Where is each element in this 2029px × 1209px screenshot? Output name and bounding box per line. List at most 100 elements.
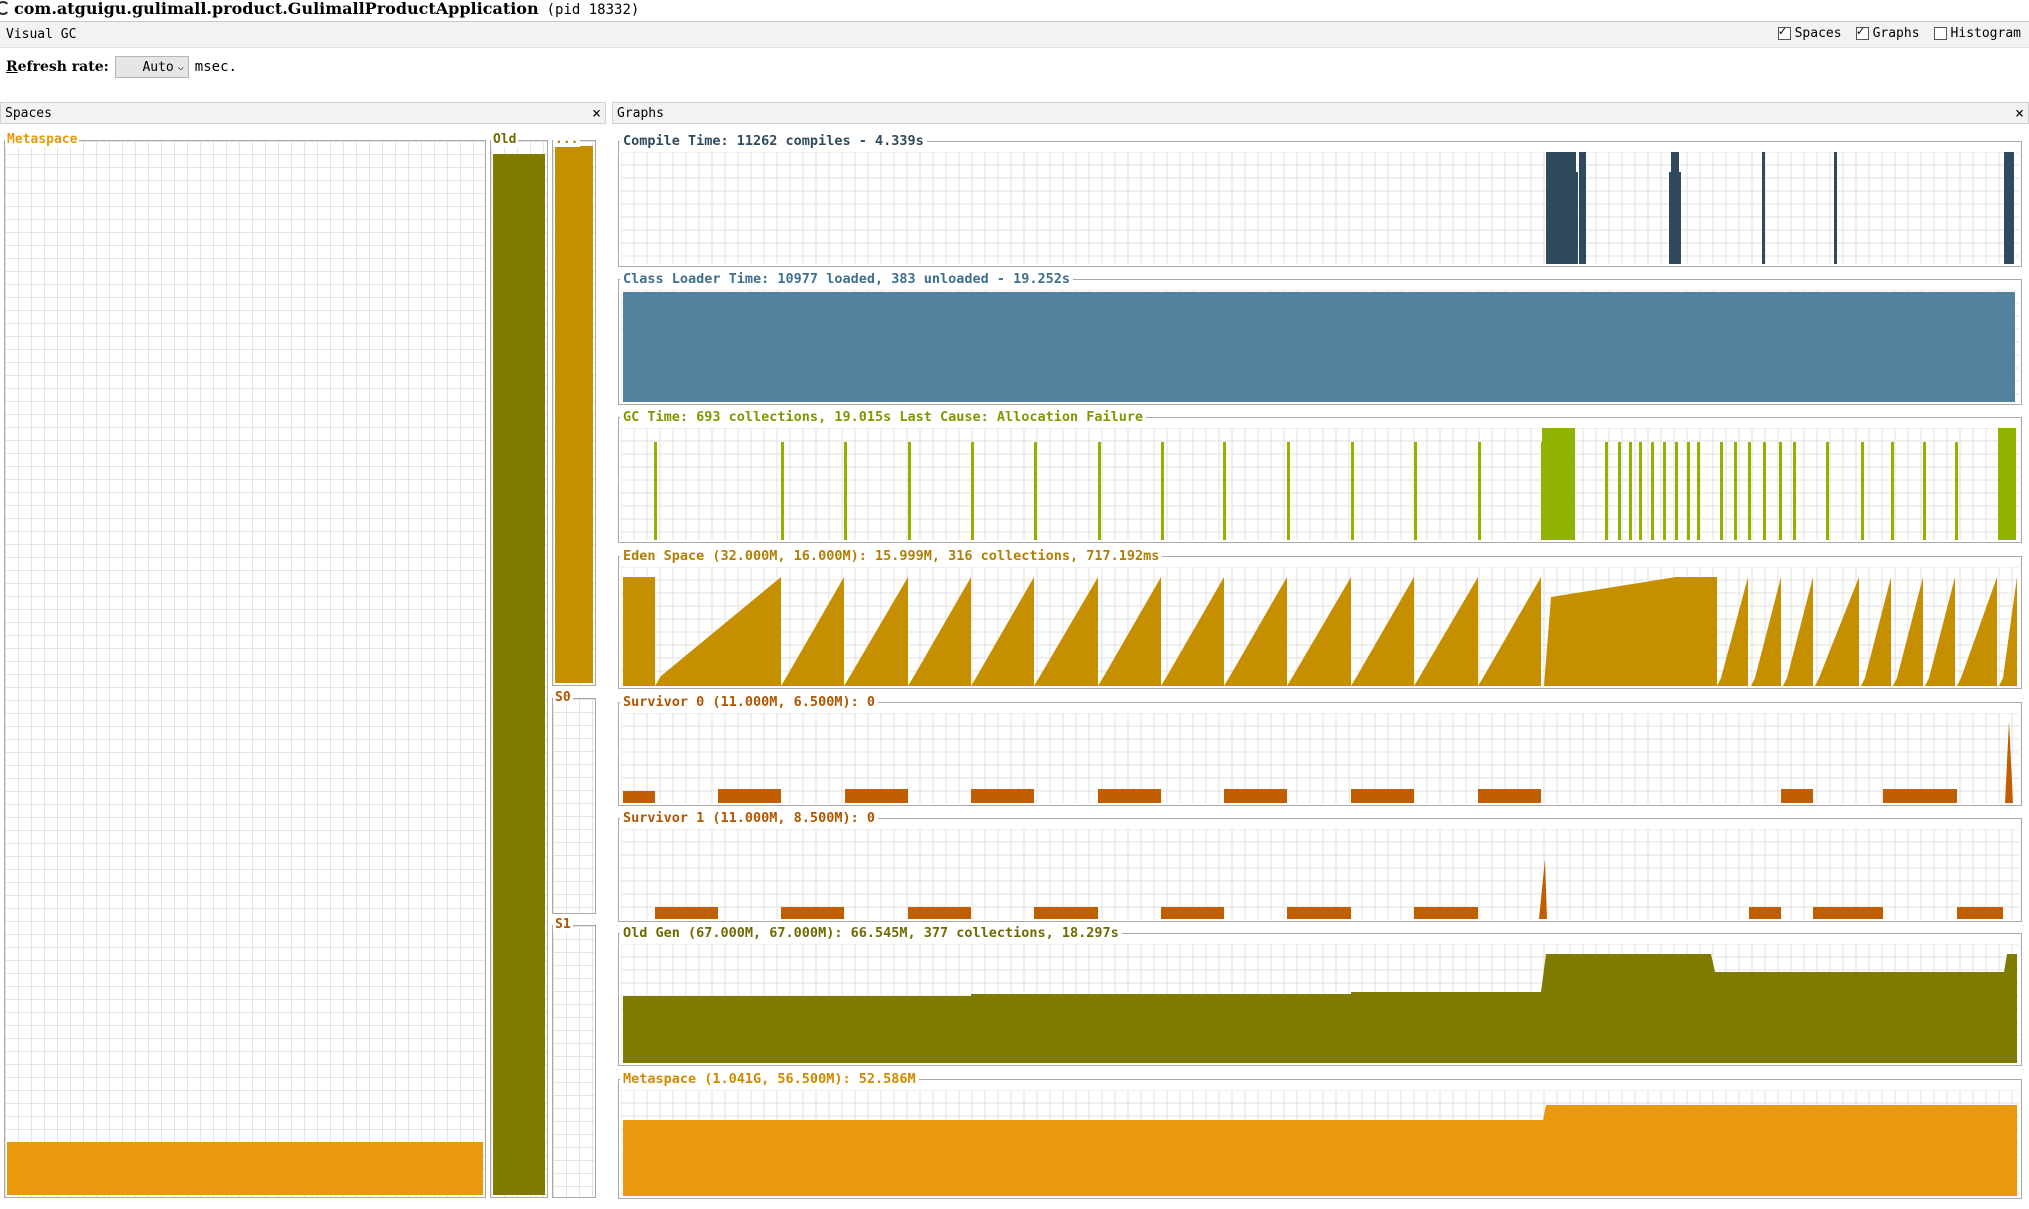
survivor1-plot bbox=[621, 829, 2019, 919]
gc-block bbox=[1998, 428, 2016, 540]
eden-segment bbox=[908, 577, 971, 686]
eden-segment bbox=[1161, 577, 1224, 686]
eden-segment bbox=[1478, 577, 1541, 686]
graphs-checkbox-option[interactable]: Graphs bbox=[1855, 24, 1920, 41]
eden-segment bbox=[844, 577, 908, 686]
gc-spike bbox=[844, 442, 847, 540]
survivor1-block bbox=[781, 907, 844, 919]
histogram-checkbox-option[interactable]: Histogram bbox=[1933, 26, 2021, 41]
metaspace-space-label: Metaspace bbox=[5, 132, 80, 147]
survivor1-block bbox=[1813, 907, 1883, 919]
old-space bbox=[490, 140, 548, 1198]
eden-segment bbox=[1893, 577, 1923, 686]
survivor1-label: Survivor 1 (11.000M, 8.500M): 0 bbox=[620, 811, 878, 825]
eden-segment bbox=[1098, 577, 1161, 686]
survivor0-block bbox=[1098, 789, 1161, 803]
close-icon[interactable]: × bbox=[591, 104, 601, 122]
compile-burst bbox=[1579, 152, 1583, 264]
gc-spike bbox=[1478, 442, 1481, 540]
eden-space-label: ... bbox=[553, 132, 581, 147]
survivor1-graph bbox=[618, 818, 2022, 922]
survivor1-block bbox=[1957, 907, 2003, 919]
gc-spike bbox=[1861, 442, 1864, 540]
survivor0-block bbox=[718, 789, 781, 803]
metaspace-space bbox=[4, 140, 486, 1198]
old-gen-label: Old Gen (67.000M, 67.000M): 66.545M, 377… bbox=[620, 926, 1122, 940]
gc-spike bbox=[1779, 442, 1782, 540]
survivor0-block bbox=[1478, 789, 1541, 803]
gc-spike bbox=[1826, 442, 1829, 540]
window-title-bar: com.atguigu.gulimall.product.GulimallPro… bbox=[0, 0, 2029, 20]
view-options: Spaces Graphs Histogram bbox=[1777, 24, 2021, 41]
gc-spike bbox=[1161, 442, 1164, 540]
loading-spinner-icon bbox=[0, 1, 10, 15]
eden-segment bbox=[1034, 577, 1098, 686]
eden-segment bbox=[1351, 577, 1414, 686]
gc-spike bbox=[1687, 442, 1690, 540]
gc-spike bbox=[1618, 442, 1621, 540]
compile-burst bbox=[1762, 152, 1765, 264]
gc-spike bbox=[1605, 442, 1608, 540]
refresh-rate-select[interactable]: Auto ⌵ bbox=[114, 56, 189, 78]
eden-segment bbox=[1957, 577, 1997, 686]
gc-spike bbox=[1639, 442, 1642, 540]
survivor0-space bbox=[552, 698, 596, 914]
graphs-checkbox[interactable] bbox=[1855, 24, 1869, 40]
close-icon[interactable]: × bbox=[2014, 104, 2024, 122]
survivor1-space bbox=[552, 925, 596, 1198]
eden-space-plot bbox=[621, 567, 2019, 686]
survivor0-label: Survivor 0 (11.000M, 6.500M): 0 bbox=[620, 695, 878, 709]
gc-time-plot bbox=[621, 428, 2019, 540]
gc-time-label: GC Time: 693 collections, 19.015s Last C… bbox=[620, 410, 1147, 424]
gc-time-graph bbox=[618, 417, 2022, 543]
survivor1-block bbox=[655, 907, 718, 919]
gc-spike bbox=[908, 442, 911, 540]
spaces-panel-title: Spaces bbox=[5, 106, 52, 121]
eden-segment bbox=[1287, 577, 1351, 686]
compile-time-graph bbox=[618, 141, 2022, 267]
refresh-rate-value: Auto bbox=[142, 59, 174, 75]
compile-burst bbox=[1583, 152, 1586, 264]
histogram-checkbox[interactable] bbox=[1933, 27, 1947, 40]
eden-segment bbox=[1925, 577, 1955, 686]
eden-segment bbox=[655, 577, 781, 686]
process-id: (pid 18332) bbox=[546, 2, 640, 18]
class-loader-area bbox=[623, 292, 2015, 402]
graphs-panel-header: Graphs × bbox=[612, 102, 2029, 124]
gc-spike bbox=[1351, 442, 1354, 540]
gc-spike bbox=[1891, 442, 1894, 540]
old-space-label: Old bbox=[491, 132, 519, 147]
gc-spike bbox=[1098, 442, 1101, 540]
eden-segment bbox=[1717, 577, 1748, 686]
eden-space-label: Eden Space (32.000M, 16.000M): 15.999M, … bbox=[620, 549, 1163, 563]
spaces-checkbox-label: Spaces bbox=[1794, 26, 1842, 41]
eden-fill bbox=[555, 145, 593, 683]
compile-burst bbox=[1576, 172, 1578, 264]
gc-spike bbox=[1675, 442, 1678, 540]
metaspace-plot bbox=[621, 1090, 2019, 1196]
metaspace-graph-label: Metaspace (1.041G, 56.500M): 52.586M bbox=[620, 1072, 919, 1086]
gc-spike bbox=[654, 442, 657, 540]
eden-segment bbox=[971, 577, 1034, 686]
graphs-panel-title: Graphs bbox=[617, 106, 664, 121]
visual-gc-tab[interactable]: Visual GC bbox=[6, 27, 77, 42]
survivor1-block bbox=[1161, 907, 1224, 919]
survivor0-block bbox=[1224, 789, 1287, 803]
survivor0-block bbox=[845, 789, 908, 803]
metaspace-area bbox=[623, 1105, 2017, 1196]
refresh-rate-label: Refresh rate: bbox=[6, 59, 109, 75]
gc-spike bbox=[1414, 442, 1417, 540]
spaces-checkbox[interactable] bbox=[1777, 24, 1791, 40]
survivor1-spike bbox=[1539, 859, 1547, 919]
compile-burst bbox=[2004, 152, 2014, 264]
spaces-checkbox-option[interactable]: Spaces bbox=[1777, 24, 1842, 41]
survivor0-block bbox=[1351, 789, 1414, 803]
survivor0-graph bbox=[618, 702, 2022, 806]
survivor0-space-label: S0 bbox=[553, 690, 573, 705]
gc-spike bbox=[1034, 442, 1037, 540]
eden-segment bbox=[1783, 577, 1813, 686]
survivor1-block bbox=[1749, 907, 1781, 919]
eden-space-graph bbox=[618, 556, 2022, 689]
gc-block bbox=[1542, 428, 1575, 540]
visual-gc-tab-bar: Visual GC Spaces Graphs Histogram bbox=[0, 21, 2029, 48]
